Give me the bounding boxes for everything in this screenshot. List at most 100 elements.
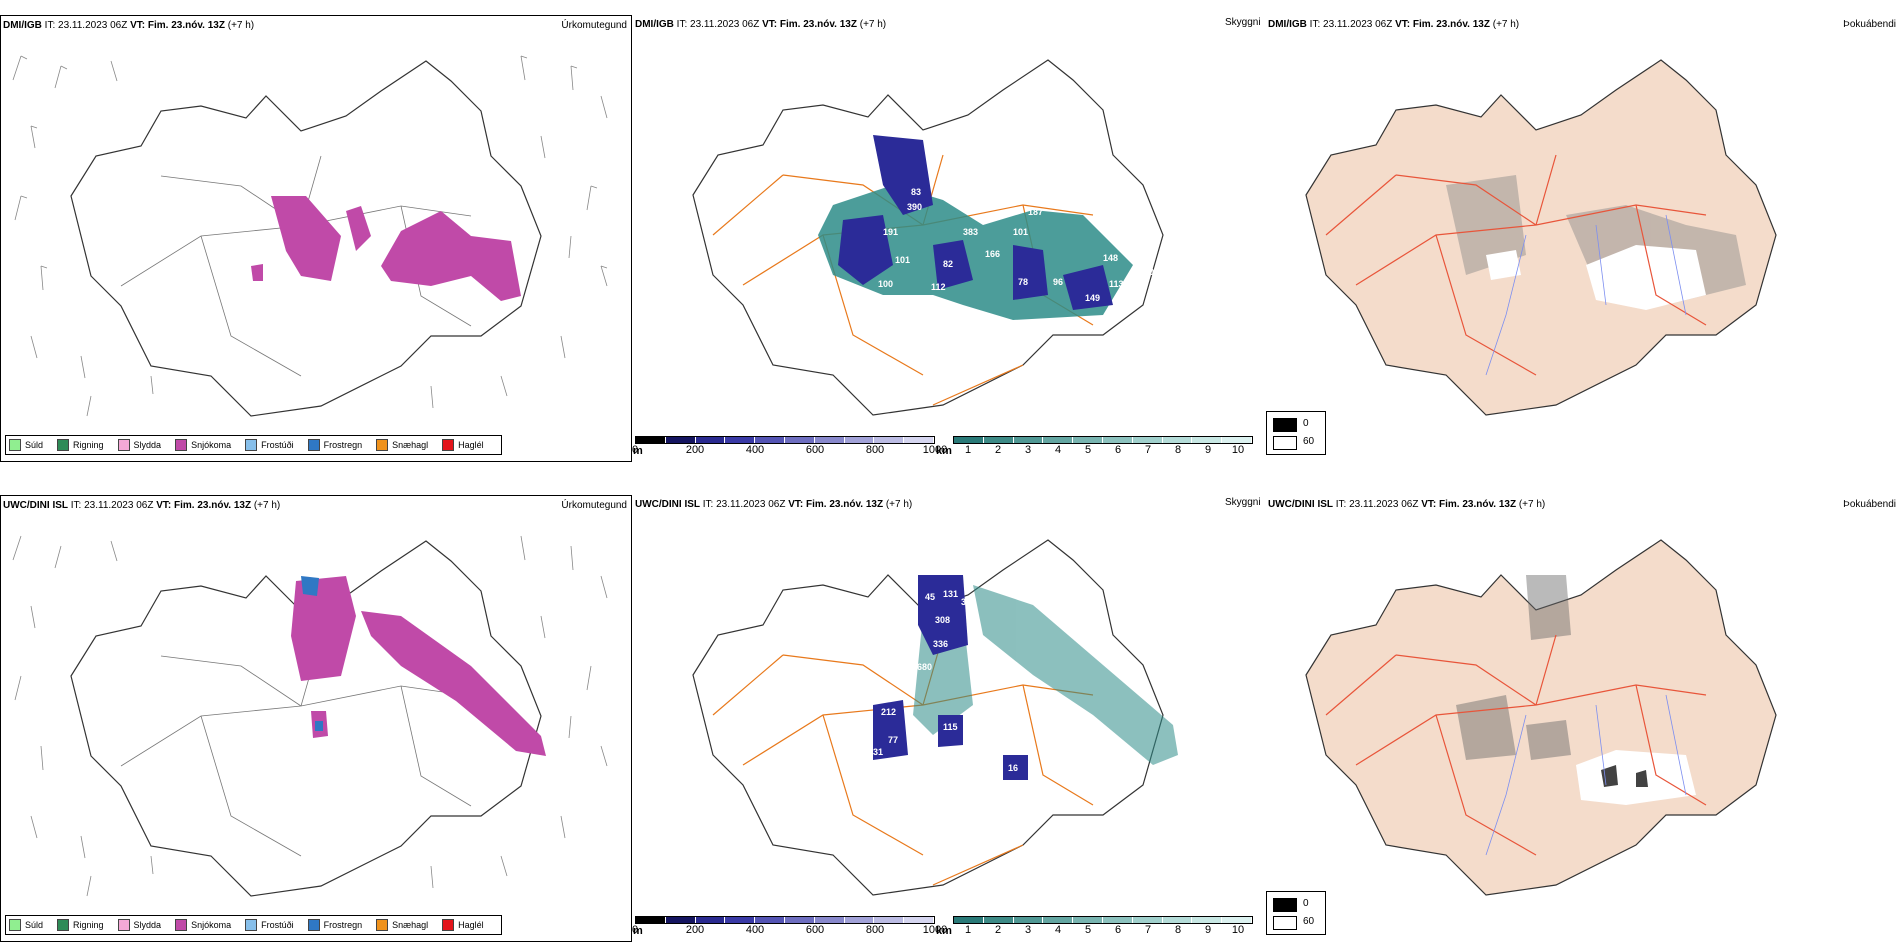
fog-panel-uwc: UWC/DINI ISL IT: 23.11.2023 06Z VT: Fim.…: [1266, 495, 1900, 942]
colorbar-swatch: [1102, 917, 1133, 923]
legend-item-freezing-rain: Frostregn: [307, 919, 362, 931]
freezing-rain-areas: [301, 576, 323, 731]
ceiling-value-label: 77: [888, 735, 898, 745]
roads: [1325, 634, 1707, 856]
ceiling-vis-panel-dmi: DMI/IGB IT: 23.11.2023 06Z VT: Fim. 23.n…: [632, 15, 1265, 462]
lead-time: (+7 h): [859, 19, 887, 30]
colorbar-swatch: [844, 917, 875, 923]
lead-time: (+7 h): [885, 499, 913, 510]
ceiling-vis-map: 160 107 83 115 390 103 54 191 383 101 18…: [692, 59, 1164, 416]
colorbar-swatch: [844, 437, 875, 443]
colorbar-tick-label: 9: [1204, 924, 1212, 936]
init-time: IT: 23.11.2023 06Z: [44, 20, 128, 31]
colorbar-swatch: [814, 917, 845, 923]
colorbar-swatch: [695, 437, 726, 443]
fog-legend: 0 60: [1266, 411, 1326, 455]
visibility-title: Skyggni: [1225, 17, 1261, 28]
init-time: IT: 23.11.2023 06Z: [1335, 499, 1419, 510]
wind-barbs: [12, 535, 608, 897]
panel-header: DMI/IGB IT: 23.11.2023 06Z VT: Fim. 23.n…: [635, 19, 886, 30]
colorbar-tick-label: 8: [1174, 924, 1182, 936]
colorbar-swatch: [755, 437, 785, 443]
colorbar-swatch: [755, 917, 785, 923]
legend-item-snow-pellets: Snæhagl: [376, 439, 428, 451]
lead-time: (+7 h): [253, 500, 281, 511]
visibility-unit: km: [936, 925, 952, 937]
ceiling-labels: 45 131 327 308 336 680 212 115 77 31 16 …: [873, 589, 1063, 773]
colorbar-swatch: [814, 437, 845, 443]
colorbar-ticks: 1 2 3 4 5 6 7 8 9 10: [953, 924, 1253, 936]
iceland-outline: [1305, 539, 1777, 896]
colorbar-tick-label: 6: [1114, 444, 1122, 456]
colorbar-swatch: [1222, 437, 1252, 443]
colorbar-swatch: [784, 437, 815, 443]
fog-legend: 0 60: [1266, 891, 1326, 935]
colorbar-tick-label: 2: [994, 444, 1002, 456]
colorbar-tick-label: 200: [685, 444, 705, 456]
ceiling-value-label: 101: [895, 255, 910, 265]
ceiling-areas: [838, 135, 1113, 310]
ceiling-unit: m: [633, 925, 643, 937]
snow-areas: [291, 576, 546, 756]
colorbar-swatch: [904, 437, 934, 443]
ceiling-colorbar: 0 200 400 600 800 1000: [632, 436, 947, 456]
ceiling-value-label: 115: [943, 722, 958, 732]
ceiling-value-label: 166: [985, 249, 1000, 259]
colorbar-tick-label: 800: [865, 444, 885, 456]
visibility-colorbar: 1 2 3 4 5 6 7 8 9 10: [953, 436, 1253, 456]
colorbar-ticks: 1 2 3 4 5 6 7 8 9 10: [953, 444, 1253, 456]
panel-header: UWC/DINI ISL IT: 23.11.2023 06Z VT: Fim.…: [3, 500, 280, 511]
fog-indicator-title: Þokuábendi: [1843, 499, 1896, 510]
iceland-outline: [1305, 59, 1777, 416]
colorbar-tick-label: 7: [1144, 924, 1152, 936]
colorbar-swatch: [1132, 917, 1163, 923]
ceiling-value-label: 82: [943, 259, 953, 269]
model-name: DMI/IGB: [1268, 19, 1307, 30]
ceiling-value-label: 16: [1008, 763, 1018, 773]
iceland-outline: [70, 540, 542, 897]
legend-swatch: [175, 919, 188, 931]
colorbar-swatch: [983, 917, 1014, 923]
ceiling-value-label: 149: [1085, 293, 1100, 303]
ceiling-value-label: 23: [1053, 759, 1063, 769]
colorbar-swatches: [953, 436, 1253, 444]
colorbar-tick-label: 400: [745, 924, 765, 936]
ceiling-value-label: 115: [953, 192, 968, 202]
valid-time: VT: Fim. 23.nóv. 13Z: [130, 20, 225, 31]
legend-item-rain: Rigning: [57, 919, 104, 931]
snow-areas: [251, 196, 521, 301]
legend-item-sleet: Slydda: [117, 439, 161, 451]
colorbar-ticks: 0 200 400 600 800 1000: [632, 444, 947, 456]
model-name: UWC/DINI ISL: [1268, 499, 1333, 510]
legend-swatch: [175, 439, 188, 451]
colorbar-swatches: [635, 916, 935, 924]
colorbar-tick-label: 1: [964, 444, 972, 456]
panel-header: UWC/DINI ISL IT: 23.11.2023 06Z VT: Fim.…: [1268, 499, 1545, 510]
colorbar-tick-label: 7: [1144, 444, 1152, 456]
fog-legend-label: 0: [1303, 898, 1309, 909]
colorbar-swatch: [1102, 437, 1133, 443]
fog-legend-label: 0: [1303, 418, 1309, 429]
legend-swatch: [117, 439, 130, 451]
legend-item-hail: Haglél: [442, 919, 484, 931]
colorbar-tick-label: 10: [1231, 444, 1245, 456]
colorbar-tick-label: 600: [805, 444, 825, 456]
colorbar-tick-label: 200: [685, 924, 705, 936]
legend-item-drizzle: Súld: [9, 439, 43, 451]
colorbar-swatch: [784, 917, 815, 923]
fog-legend-label: 60: [1303, 436, 1315, 447]
colorbar-tick-label: 400: [745, 444, 765, 456]
ceiling-value-label: 101: [1013, 227, 1028, 237]
legend-swatch: [307, 919, 320, 931]
ceiling-value-label: 113: [1109, 279, 1124, 289]
colorbar-swatch: [1132, 437, 1163, 443]
ceiling-value-label: 308: [935, 615, 950, 625]
rivers: [1485, 694, 1687, 856]
colorbar-swatches: [635, 436, 935, 444]
colorbar-swatch: [1192, 917, 1223, 923]
lead-time: (+7 h): [227, 20, 255, 31]
ceiling-unit: m: [633, 445, 643, 457]
precip-panel-dmi: DMI/IGB IT: 23.11.2023 06Z VT: Fim. 23.n…: [0, 15, 632, 462]
legend-item-snow-pellets: Snæhagl: [376, 919, 428, 931]
ceiling-value-label: 383: [963, 227, 978, 237]
